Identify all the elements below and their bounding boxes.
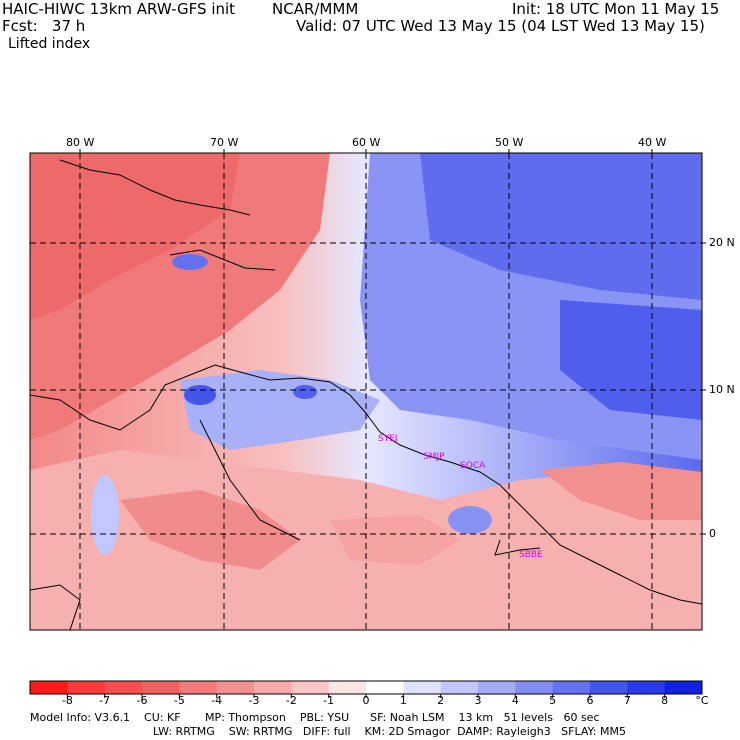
lat-label: 10 N	[709, 383, 735, 396]
station-label: SBBE	[519, 550, 543, 560]
map-frame	[29, 152, 703, 631]
colorbar-label: 4	[511, 694, 519, 707]
colorbar-swatch	[478, 681, 516, 694]
lat-label: 20 N	[709, 236, 735, 249]
colorbar-label: 5	[549, 694, 557, 707]
org-label: NCAR/MMM	[272, 0, 359, 18]
colorbar-swatch	[254, 681, 292, 694]
lon-label: 80 W	[66, 136, 95, 149]
colorbar-swatch	[67, 681, 106, 694]
colorbar-label: -8	[61, 694, 73, 707]
colorbar-label: -2	[285, 694, 297, 707]
colorbar-label: 7	[623, 694, 631, 707]
station-label: SMJP	[423, 452, 445, 462]
colorbar-swatch	[30, 681, 68, 694]
field-name: Lifted index	[8, 36, 91, 52]
colorbar-swatch	[142, 681, 180, 694]
valid-time: Valid: 07 UTC Wed 13 May 15 (04 LST Wed …	[296, 17, 705, 35]
colorbar-unit: °C	[695, 694, 709, 707]
station-label: SOCA	[460, 461, 486, 471]
lon-label: 40 W	[638, 136, 667, 149]
colorbar-swatch	[440, 681, 479, 694]
colorbar-label: -1	[323, 694, 335, 707]
colorbar-label: -4	[211, 694, 223, 707]
colorbar-label: 1	[399, 694, 407, 707]
forecast-hour: Fcst: 37 h	[2, 17, 86, 35]
colorbar-label: -5	[173, 694, 185, 707]
lon-label: 60 W	[352, 136, 381, 149]
colorbar-swatch	[216, 681, 255, 694]
colorbar-label: 3	[474, 694, 482, 707]
colorbar-swatch	[590, 681, 628, 694]
colorbar-label: -6	[136, 694, 148, 707]
coastlines	[30, 159, 702, 630]
lon-label: 50 W	[495, 136, 524, 149]
ticks	[79, 149, 706, 535]
model-title: HAIC-HIWC 13km ARW-GFS init	[2, 0, 236, 18]
graticule	[30, 153, 702, 630]
lat-label: 0	[709, 527, 716, 540]
colorbar-swatch	[515, 681, 554, 694]
colorbar-swatch	[403, 681, 442, 694]
colorbar-swatch	[366, 681, 404, 694]
colorbar-swatch	[291, 681, 330, 694]
colorbar-swatch	[552, 681, 591, 694]
colorbar-label: 0	[362, 694, 370, 707]
colorbar-swatch	[179, 681, 218, 694]
colorbar-label: -7	[99, 694, 111, 707]
colorbar-swatch	[328, 681, 367, 694]
colorbar-label: 2	[437, 694, 445, 707]
colorbar-swatch	[104, 681, 143, 694]
init-time: Init: 18 UTC Mon 11 May 15	[512, 0, 720, 18]
colorbar	[29, 680, 703, 698]
colorbar-swatch	[627, 681, 666, 694]
station-labels: SYEJ SMJP SOCA SBBE	[378, 434, 543, 560]
colorbar-label: 8	[661, 694, 669, 707]
colorbar-swatch	[664, 681, 703, 694]
colorbar-label: 6	[586, 694, 594, 707]
model-info-line2: LW: RRTMG SW: RRTMG DIFF: full KM: 2D Sm…	[153, 725, 626, 738]
station-label: SYEJ	[378, 434, 398, 444]
model-info-line1: Model Info: V3.6.1 CU: KF MP: Thompson P…	[30, 711, 600, 724]
lon-label: 70 W	[210, 136, 239, 149]
colorbar-label: -3	[248, 694, 260, 707]
